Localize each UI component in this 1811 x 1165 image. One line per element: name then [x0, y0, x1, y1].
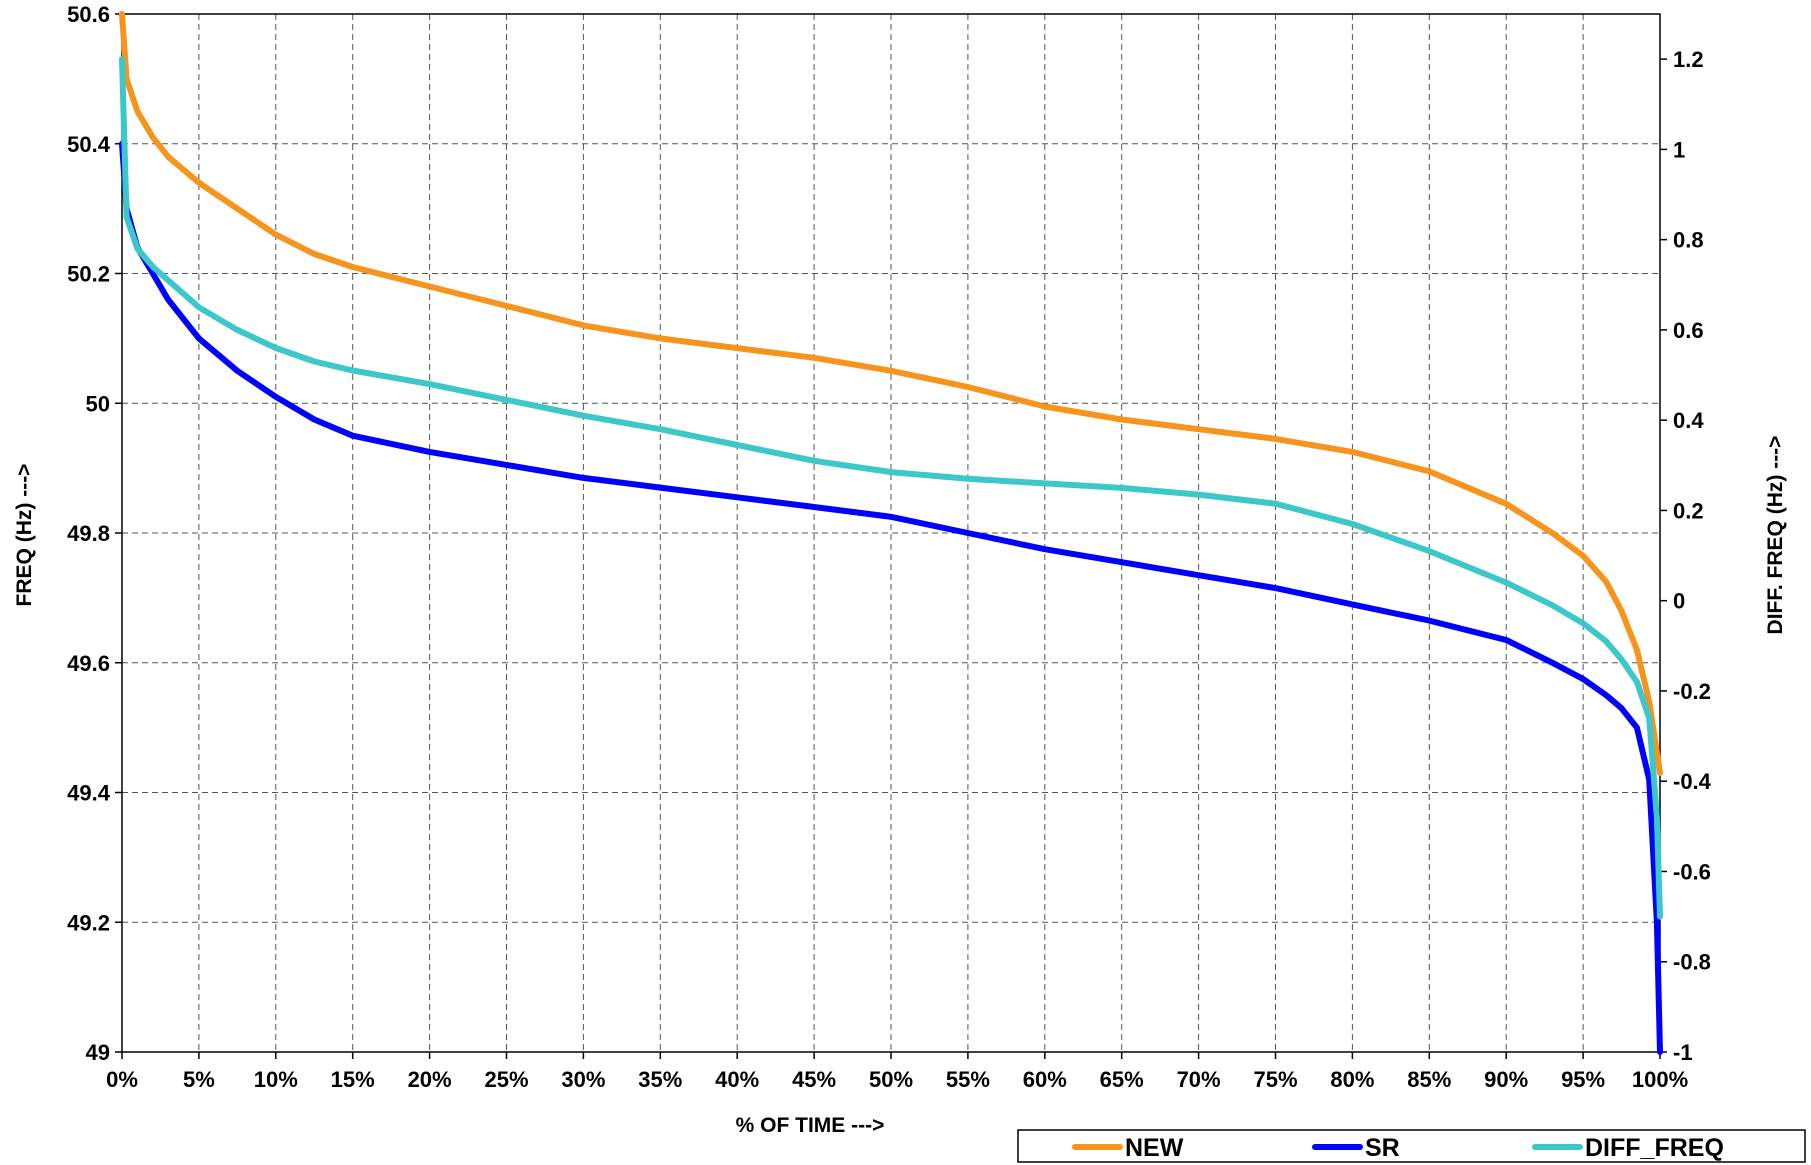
- x-tick-label: 65%: [1100, 1067, 1144, 1092]
- y2-tick-label: 0.8: [1673, 228, 1704, 253]
- x-tick-label: 85%: [1407, 1067, 1451, 1092]
- series-line-diff-freq: [119, 56, 1663, 920]
- y2-axis-title: DIFF. FREQ (Hz) --->: [1764, 436, 1787, 635]
- tick-labels: 0% 5% 10% 15% 20% 25% 30% 35% 40% 45% 50% 55% 60% 65%…: [67, 2, 1712, 1092]
- x-tick-label: 25%: [484, 1067, 528, 1092]
- grid-lines: [122, 14, 1660, 1052]
- y2-tick-label: 0.4: [1673, 408, 1704, 433]
- x-tick-label: 45%: [792, 1067, 836, 1092]
- y2-tick-label: -0.2: [1673, 679, 1711, 704]
- x-axis-title: % OF TIME --->: [736, 1114, 885, 1137]
- x-tick-label: 80%: [1330, 1067, 1374, 1092]
- x-tick-label: 15%: [331, 1067, 375, 1092]
- legend-label-diff-freq: DIFF_FREQ: [1585, 1134, 1724, 1162]
- y2-tick-label: 0: [1673, 589, 1685, 614]
- x-tick-label: 70%: [1177, 1067, 1221, 1092]
- y-tick-label: 50.2: [67, 262, 110, 287]
- x-tick-label: 30%: [561, 1067, 605, 1092]
- y-tick-label: 50.4: [67, 132, 111, 157]
- y2-tick-label: 0.2: [1673, 498, 1704, 523]
- x-tick-label: 55%: [946, 1067, 990, 1092]
- x-tick-label: 10%: [254, 1067, 298, 1092]
- x-tick-label: 100%: [1632, 1067, 1688, 1092]
- plot-frame: [121, 13, 1661, 1053]
- x-tick-label: 50%: [869, 1067, 913, 1092]
- x-tick-label: 5%: [183, 1067, 215, 1092]
- axes: [115, 13, 1667, 1059]
- y-tick-label: 49.8: [67, 521, 110, 546]
- x-tick-label: 0%: [106, 1067, 138, 1092]
- legend-box: [1017, 1129, 1806, 1163]
- x-tick-label: 20%: [408, 1067, 452, 1092]
- y-tick-label: 49.2: [67, 910, 110, 935]
- series-line-new: [119, 11, 1663, 776]
- y-tick-label: 50: [86, 391, 110, 416]
- legend-label-sr: SR: [1365, 1134, 1400, 1162]
- legend-label-new: NEW: [1125, 1134, 1184, 1162]
- y2-tick-label: 0.6: [1673, 318, 1704, 343]
- y2-tick-label: -0.6: [1673, 859, 1711, 884]
- y2-tick-label: 1: [1673, 137, 1685, 162]
- y-axis-title: FREQ (Hz) --->: [13, 464, 36, 607]
- x-tick-label: 60%: [1023, 1067, 1067, 1092]
- y-tick-label: 50.6: [67, 2, 110, 27]
- x-tick-label: 35%: [638, 1067, 682, 1092]
- legend: NEW SR DIFF_FREQ: [1017, 1129, 1806, 1163]
- y2-tick-label: -0.4: [1673, 769, 1712, 794]
- y-tick-label: 49: [86, 1040, 110, 1065]
- x-tick-label: 95%: [1561, 1067, 1605, 1092]
- y2-tick-label: -1: [1673, 1040, 1693, 1065]
- series-lines: [119, 11, 1663, 1055]
- series-line-sr: [119, 140, 1663, 1055]
- y-tick-label: 49.6: [67, 651, 110, 676]
- x-tick-label: 40%: [715, 1067, 759, 1092]
- y2-tick-label: -0.8: [1673, 950, 1711, 975]
- x-tick-label: 75%: [1253, 1067, 1297, 1092]
- x-tick-label: 90%: [1484, 1067, 1528, 1092]
- y2-tick-label: 1.2: [1673, 47, 1704, 72]
- y-tick-label: 49.4: [67, 781, 111, 806]
